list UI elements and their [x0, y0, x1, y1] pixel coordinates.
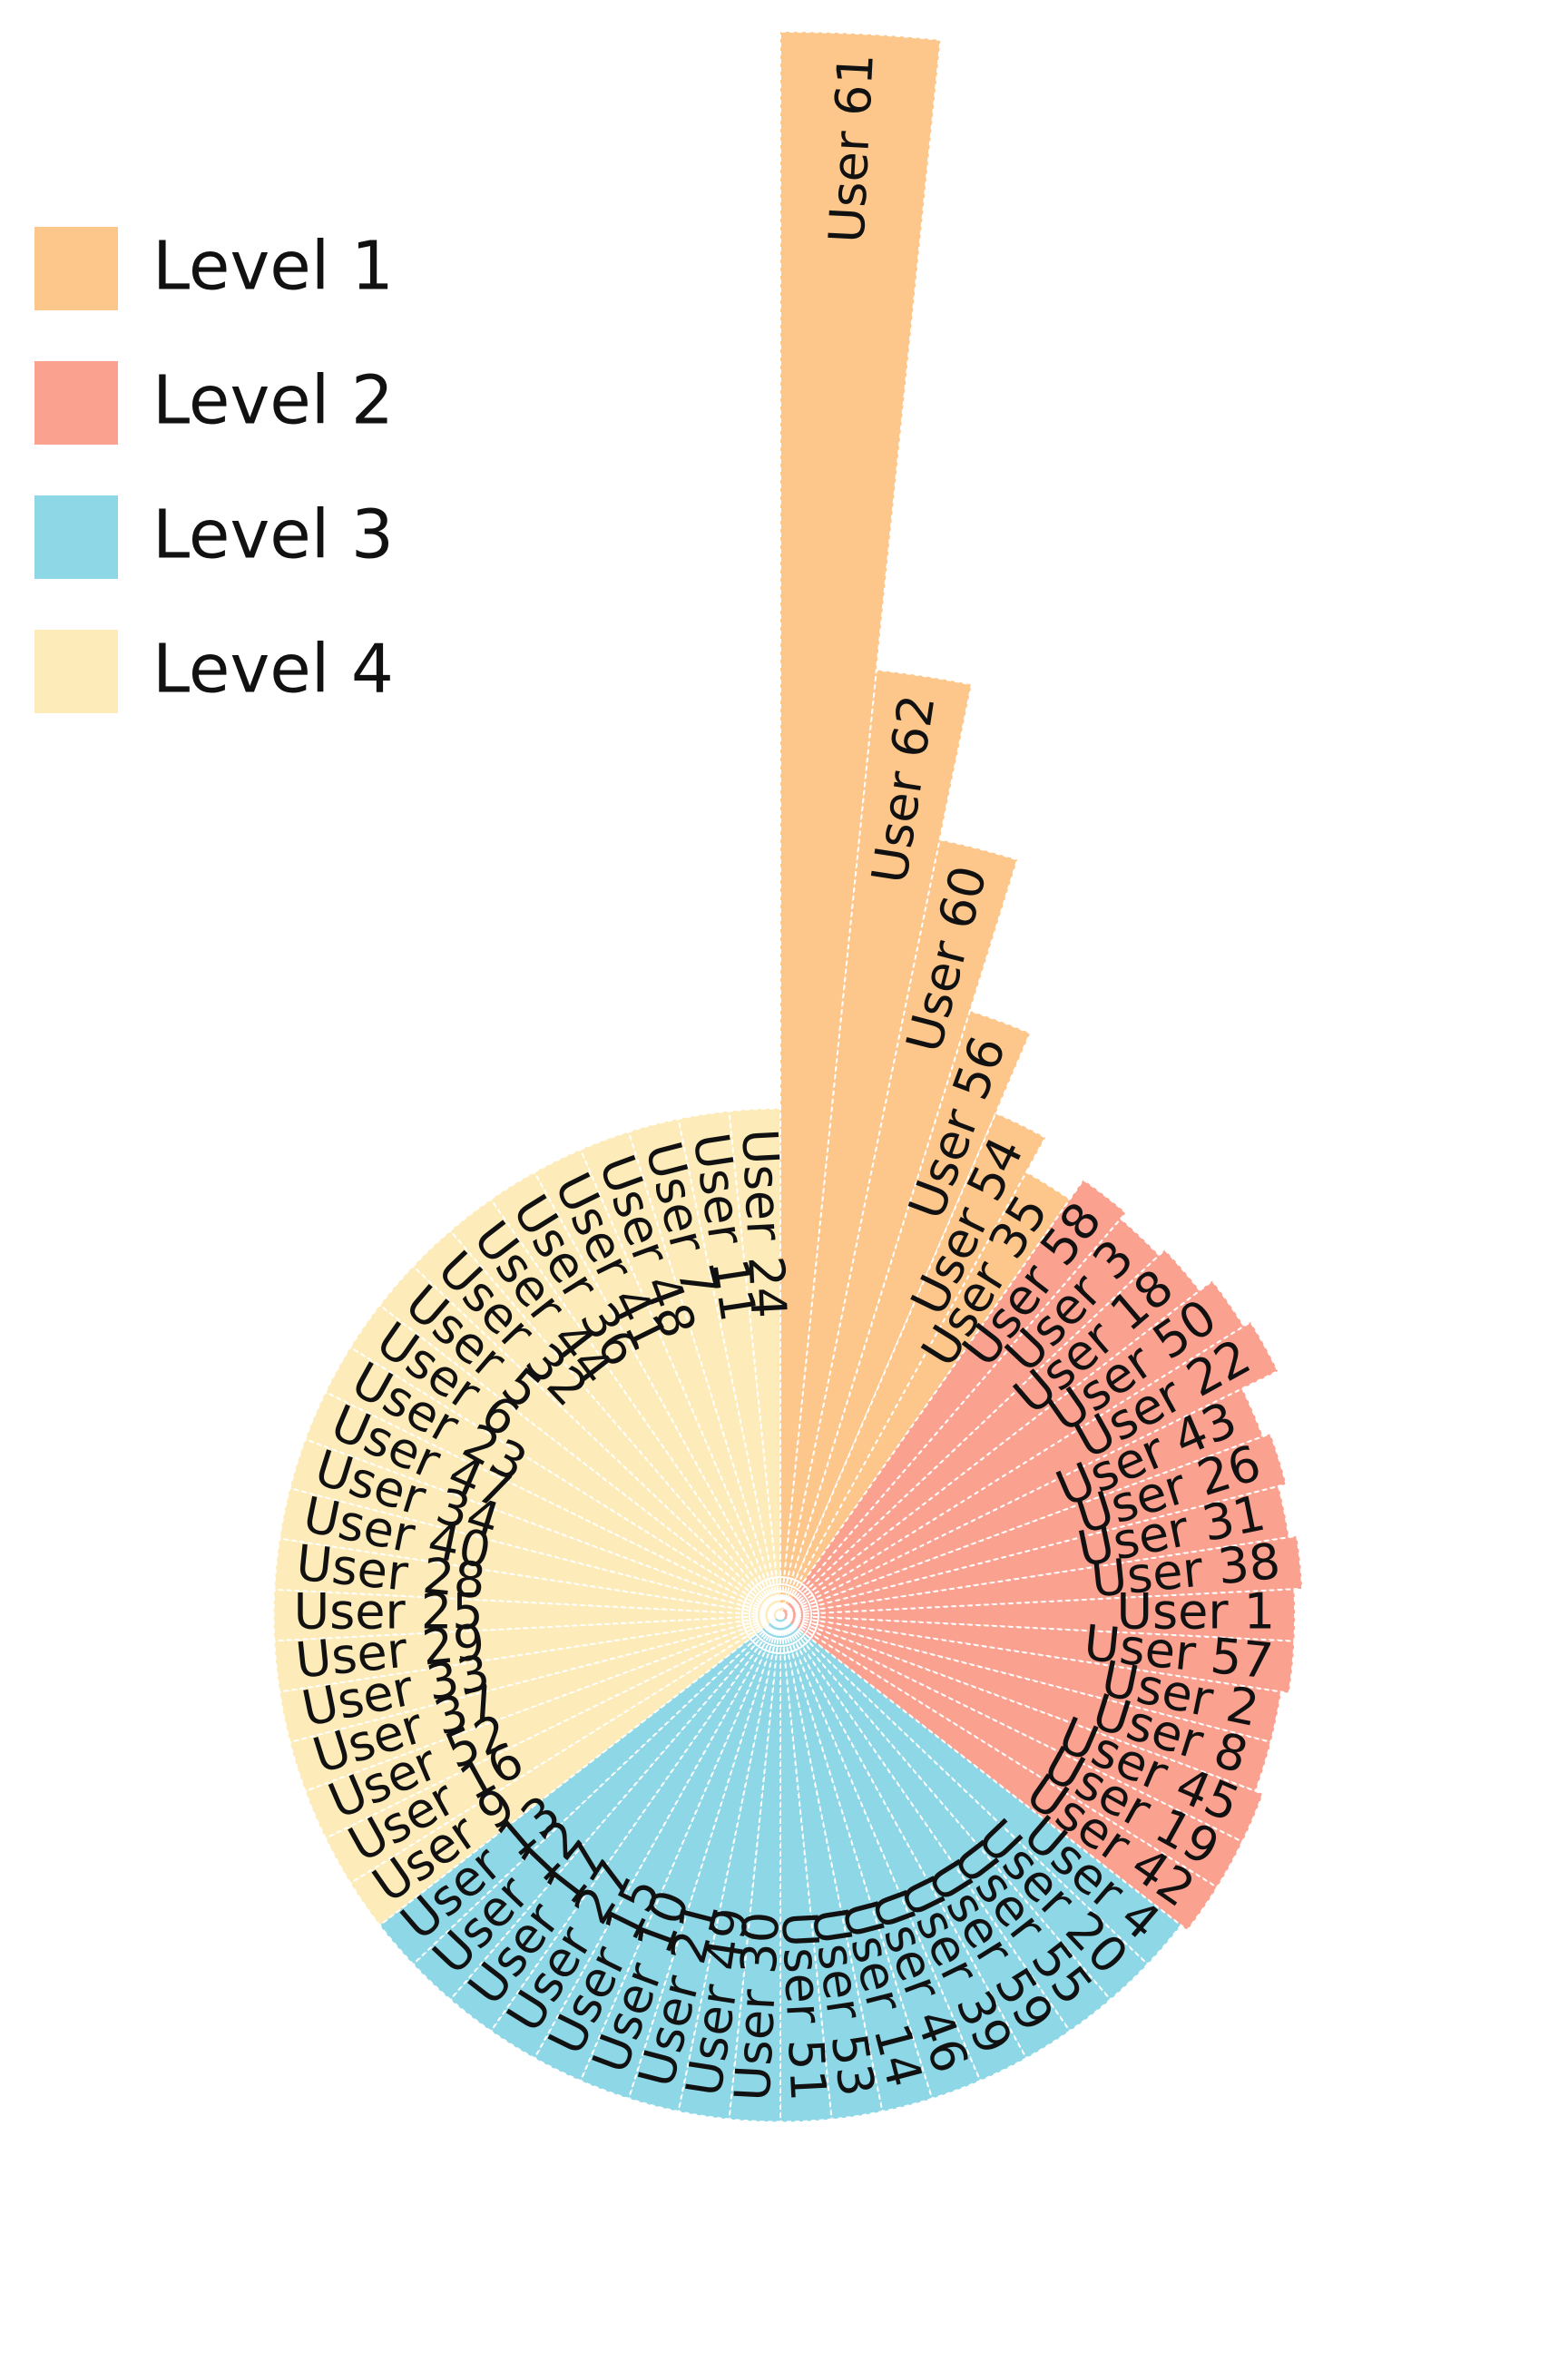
bar-label: User 25 [294, 1583, 484, 1641]
legend: Level 1 Level 2 Level 3 Level 4 [34, 227, 394, 713]
bar-label: User 61 [818, 52, 884, 244]
bar-user-57 [779, 1614, 1296, 1695]
legend-label-level-2: Level 2 [152, 362, 394, 440]
bar-user-56 [779, 1009, 1032, 1616]
bar-label: User 30 [724, 1910, 790, 2102]
center-rings [741, 1576, 819, 1654]
bar-label: User 1 [1117, 1583, 1276, 1641]
center-ring [756, 1591, 805, 1640]
bar-label: User 24 [730, 1128, 797, 1320]
legend-swatch-level-1 [34, 227, 118, 310]
bar-user-38 [779, 1534, 1304, 1616]
legend-label-level-1: Level 1 [152, 228, 394, 306]
bar-user-24 [728, 1107, 781, 1616]
legend-swatch-level-4 [34, 630, 118, 713]
bar-user-54 [779, 1112, 1047, 1616]
legend-swatch-level-3 [34, 495, 118, 579]
bar-user-60 [779, 838, 1019, 1616]
center-ring [770, 1605, 790, 1625]
bar-user-50 [779, 1279, 1246, 1616]
legend-swatch-level-2 [34, 361, 118, 445]
center-ring [749, 1583, 812, 1647]
bar-user-22 [779, 1320, 1279, 1616]
center-ring [741, 1576, 819, 1654]
bar-user-58 [779, 1178, 1128, 1616]
bar-user-3 [779, 1217, 1161, 1616]
bar-label: User 51 [770, 1910, 837, 2102]
bar-user-42 [779, 1614, 1219, 1932]
center-ring [763, 1598, 798, 1632]
legend-label-level-4: Level 4 [152, 631, 394, 709]
legend-label-level-3: Level 3 [152, 496, 394, 574]
bar-user-26 [779, 1432, 1288, 1616]
bar-user-18 [779, 1248, 1201, 1616]
bars-layer [272, 30, 1304, 2123]
